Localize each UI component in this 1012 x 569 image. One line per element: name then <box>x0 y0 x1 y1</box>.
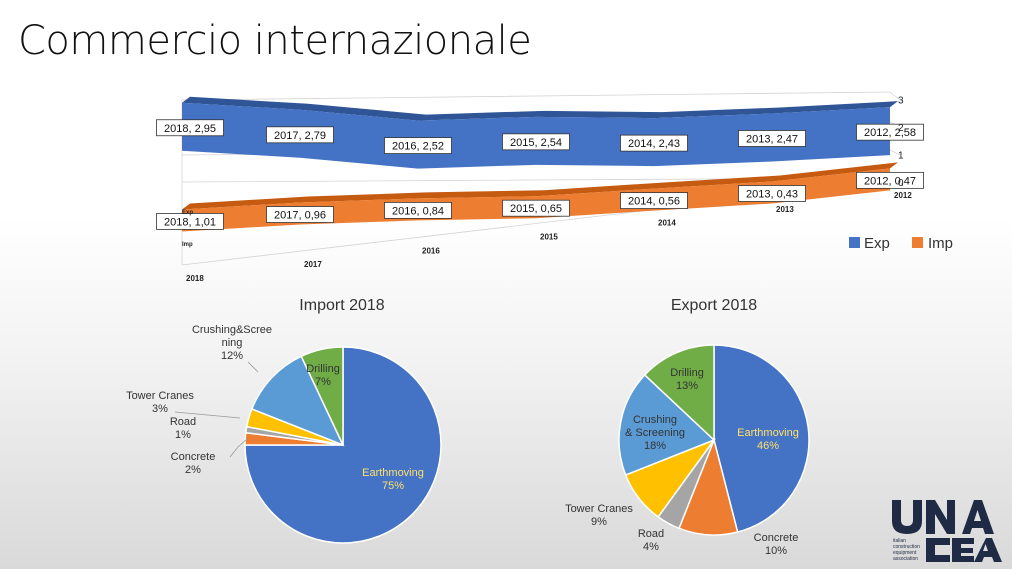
pie-label-tower-cranes: 3% <box>152 403 168 415</box>
svg-text:2013, 0,43: 2013, 0,43 <box>746 189 798 201</box>
y-tick-label: 1 <box>898 151 904 162</box>
x-tick-label: 2016 <box>422 246 440 255</box>
pie-slice-drilling <box>300 346 344 446</box>
data-label-imp: 2013, 0,43 <box>738 185 806 202</box>
ribbon-top-exp <box>182 96 898 121</box>
pie-label-tower-cranes: Tower Cranes <box>565 503 633 515</box>
logo-sub-line: italian <box>893 538 906 544</box>
svg-text:2017, 0,96: 2017, 0,96 <box>274 210 326 222</box>
svg-text:2017, 2,79: 2017, 2,79 <box>274 130 326 142</box>
data-label-exp: 2016, 2,52 <box>384 137 452 154</box>
ribbon-data-labels: 2018, 2,95 2017, 2,79 2016, 2,52 2015, 2,54… <box>156 119 924 230</box>
pie-label-drilling: Drilling <box>670 367 704 379</box>
pie-label-drilling: Drilling <box>306 363 340 375</box>
data-label-imp: 2017, 0,96 <box>266 206 334 223</box>
svg-text:2018, 1,01: 2018, 1,01 <box>164 216 216 228</box>
pie-label-crushing-scree-ning: Crushing&Scree <box>192 324 272 336</box>
legend-label-imp: Imp <box>928 235 953 252</box>
pie-label-concrete: 2% <box>185 464 201 476</box>
svg-text:2012, 0,47: 2012, 0,47 <box>864 175 916 187</box>
data-label-imp: 2015, 0,65 <box>502 199 570 217</box>
svg-text:2014, 0,56: 2014, 0,56 <box>628 196 680 208</box>
data-label-imp: 2016, 0,84 <box>384 202 452 219</box>
logo-sub-line: construction <box>893 544 920 550</box>
pie-slice-crushing-screening <box>618 373 716 476</box>
data-label-exp: 2012, 2,58 <box>856 123 924 141</box>
slide-title: Commercio internazionale <box>18 18 532 64</box>
pie-label-earthmoving: 46% <box>757 440 779 452</box>
pie-label-crushing-screening: & Screening <box>625 427 685 439</box>
svg-text:2015, 2,54: 2015, 2,54 <box>510 137 562 149</box>
svg-text:2015, 0,65: 2015, 0,65 <box>510 203 562 215</box>
logo-sub-line: association <box>893 556 918 562</box>
data-label-imp: 2018, 1,01 <box>156 213 224 230</box>
ribbon-legend: Exp Imp <box>849 235 953 252</box>
svg-text:2018, 2,95: 2018, 2,95 <box>164 123 216 135</box>
pie-label-concrete: Concrete <box>754 532 799 544</box>
pie-label-road: Road <box>638 528 664 540</box>
x-tick-label: 2015 <box>540 233 558 242</box>
svg-text:2016, 2,52: 2016, 2,52 <box>392 141 444 153</box>
pie-label-tower-cranes: 9% <box>591 516 607 528</box>
depth-tick-label: Exp <box>182 210 193 216</box>
y-tick-label: 0 <box>898 178 904 189</box>
ribbon-top-imp <box>182 162 898 210</box>
pie-title-export: Export 2018 <box>671 297 757 314</box>
pie-label-tower-cranes: Tower Cranes <box>126 390 194 402</box>
y-tick-label: 2 <box>898 123 904 134</box>
svg-text:2012, 2,58: 2012, 2,58 <box>864 127 916 139</box>
x-tick-label: 2017 <box>304 260 322 269</box>
pie-label-drilling: 13% <box>676 380 698 392</box>
x-tick-label: 2012 <box>894 191 912 200</box>
data-label-exp: 2013, 2,47 <box>738 130 806 147</box>
x-tick-label: 2018 <box>186 274 204 283</box>
data-label-imp: 2012, 0,47 <box>856 171 924 189</box>
svg-text:2013, 2,47: 2013, 2,47 <box>746 134 798 146</box>
data-label-exp: 2015, 2,54 <box>502 133 570 151</box>
pie-slice-drilling <box>643 344 715 442</box>
pie-slice-earthmoving <box>244 346 442 544</box>
pie-slice-crushing-scree-ning <box>250 355 345 447</box>
pie-label-earthmoving: 75% <box>382 480 404 492</box>
data-label-exp: 2018, 2,95 <box>156 119 224 137</box>
pie-label-road: Road <box>170 416 196 428</box>
pie-slice-earthmoving <box>713 344 810 533</box>
data-label-exp: 2017, 2,79 <box>266 126 334 144</box>
ribbon-axis-ticks: 2018 2017 2016 2015 2014 2013 2012 Exp Imp 0 1 2 3 <box>182 96 912 284</box>
pie-label-crushing-screening: 18% <box>644 440 666 452</box>
legend-swatch-exp <box>849 237 860 248</box>
logo-sub-line: equipment <box>893 550 917 556</box>
data-label-imp: 2014, 0,56 <box>620 192 688 209</box>
pie-label-concrete: Concrete <box>171 451 216 463</box>
pie-title-import: Import 2018 <box>299 297 384 314</box>
pie-label-crushing-scree-ning: ning <box>222 337 243 349</box>
x-tick-label: 2014 <box>658 219 676 228</box>
unacea-logo: italian construction equipment associati… <box>892 500 1002 562</box>
data-label-exp: 2014, 2,43 <box>620 134 688 152</box>
pie-label-earthmoving: Earthmoving <box>737 427 799 439</box>
pie-label-road: 1% <box>175 429 191 441</box>
svg-text:2014, 2,43: 2014, 2,43 <box>628 138 680 150</box>
legend-label-exp: Exp <box>864 235 890 252</box>
depth-tick-label: Imp <box>182 242 193 248</box>
pie-label-earthmoving: Earthmoving <box>362 467 424 479</box>
pie-label-concrete: 10% <box>765 545 787 557</box>
svg-text:2016, 0,84: 2016, 0,84 <box>392 205 444 217</box>
legend-swatch-imp <box>912 237 923 248</box>
pie-label-crushing-scree-ning: 12% <box>221 350 243 362</box>
pie-label-road: 4% <box>643 541 659 553</box>
pie-label-drilling: 7% <box>315 376 331 388</box>
pie-label-crushing-screening: Crushing <box>633 414 677 426</box>
y-tick-label: 3 <box>898 96 904 107</box>
x-tick-label: 2013 <box>776 205 794 214</box>
